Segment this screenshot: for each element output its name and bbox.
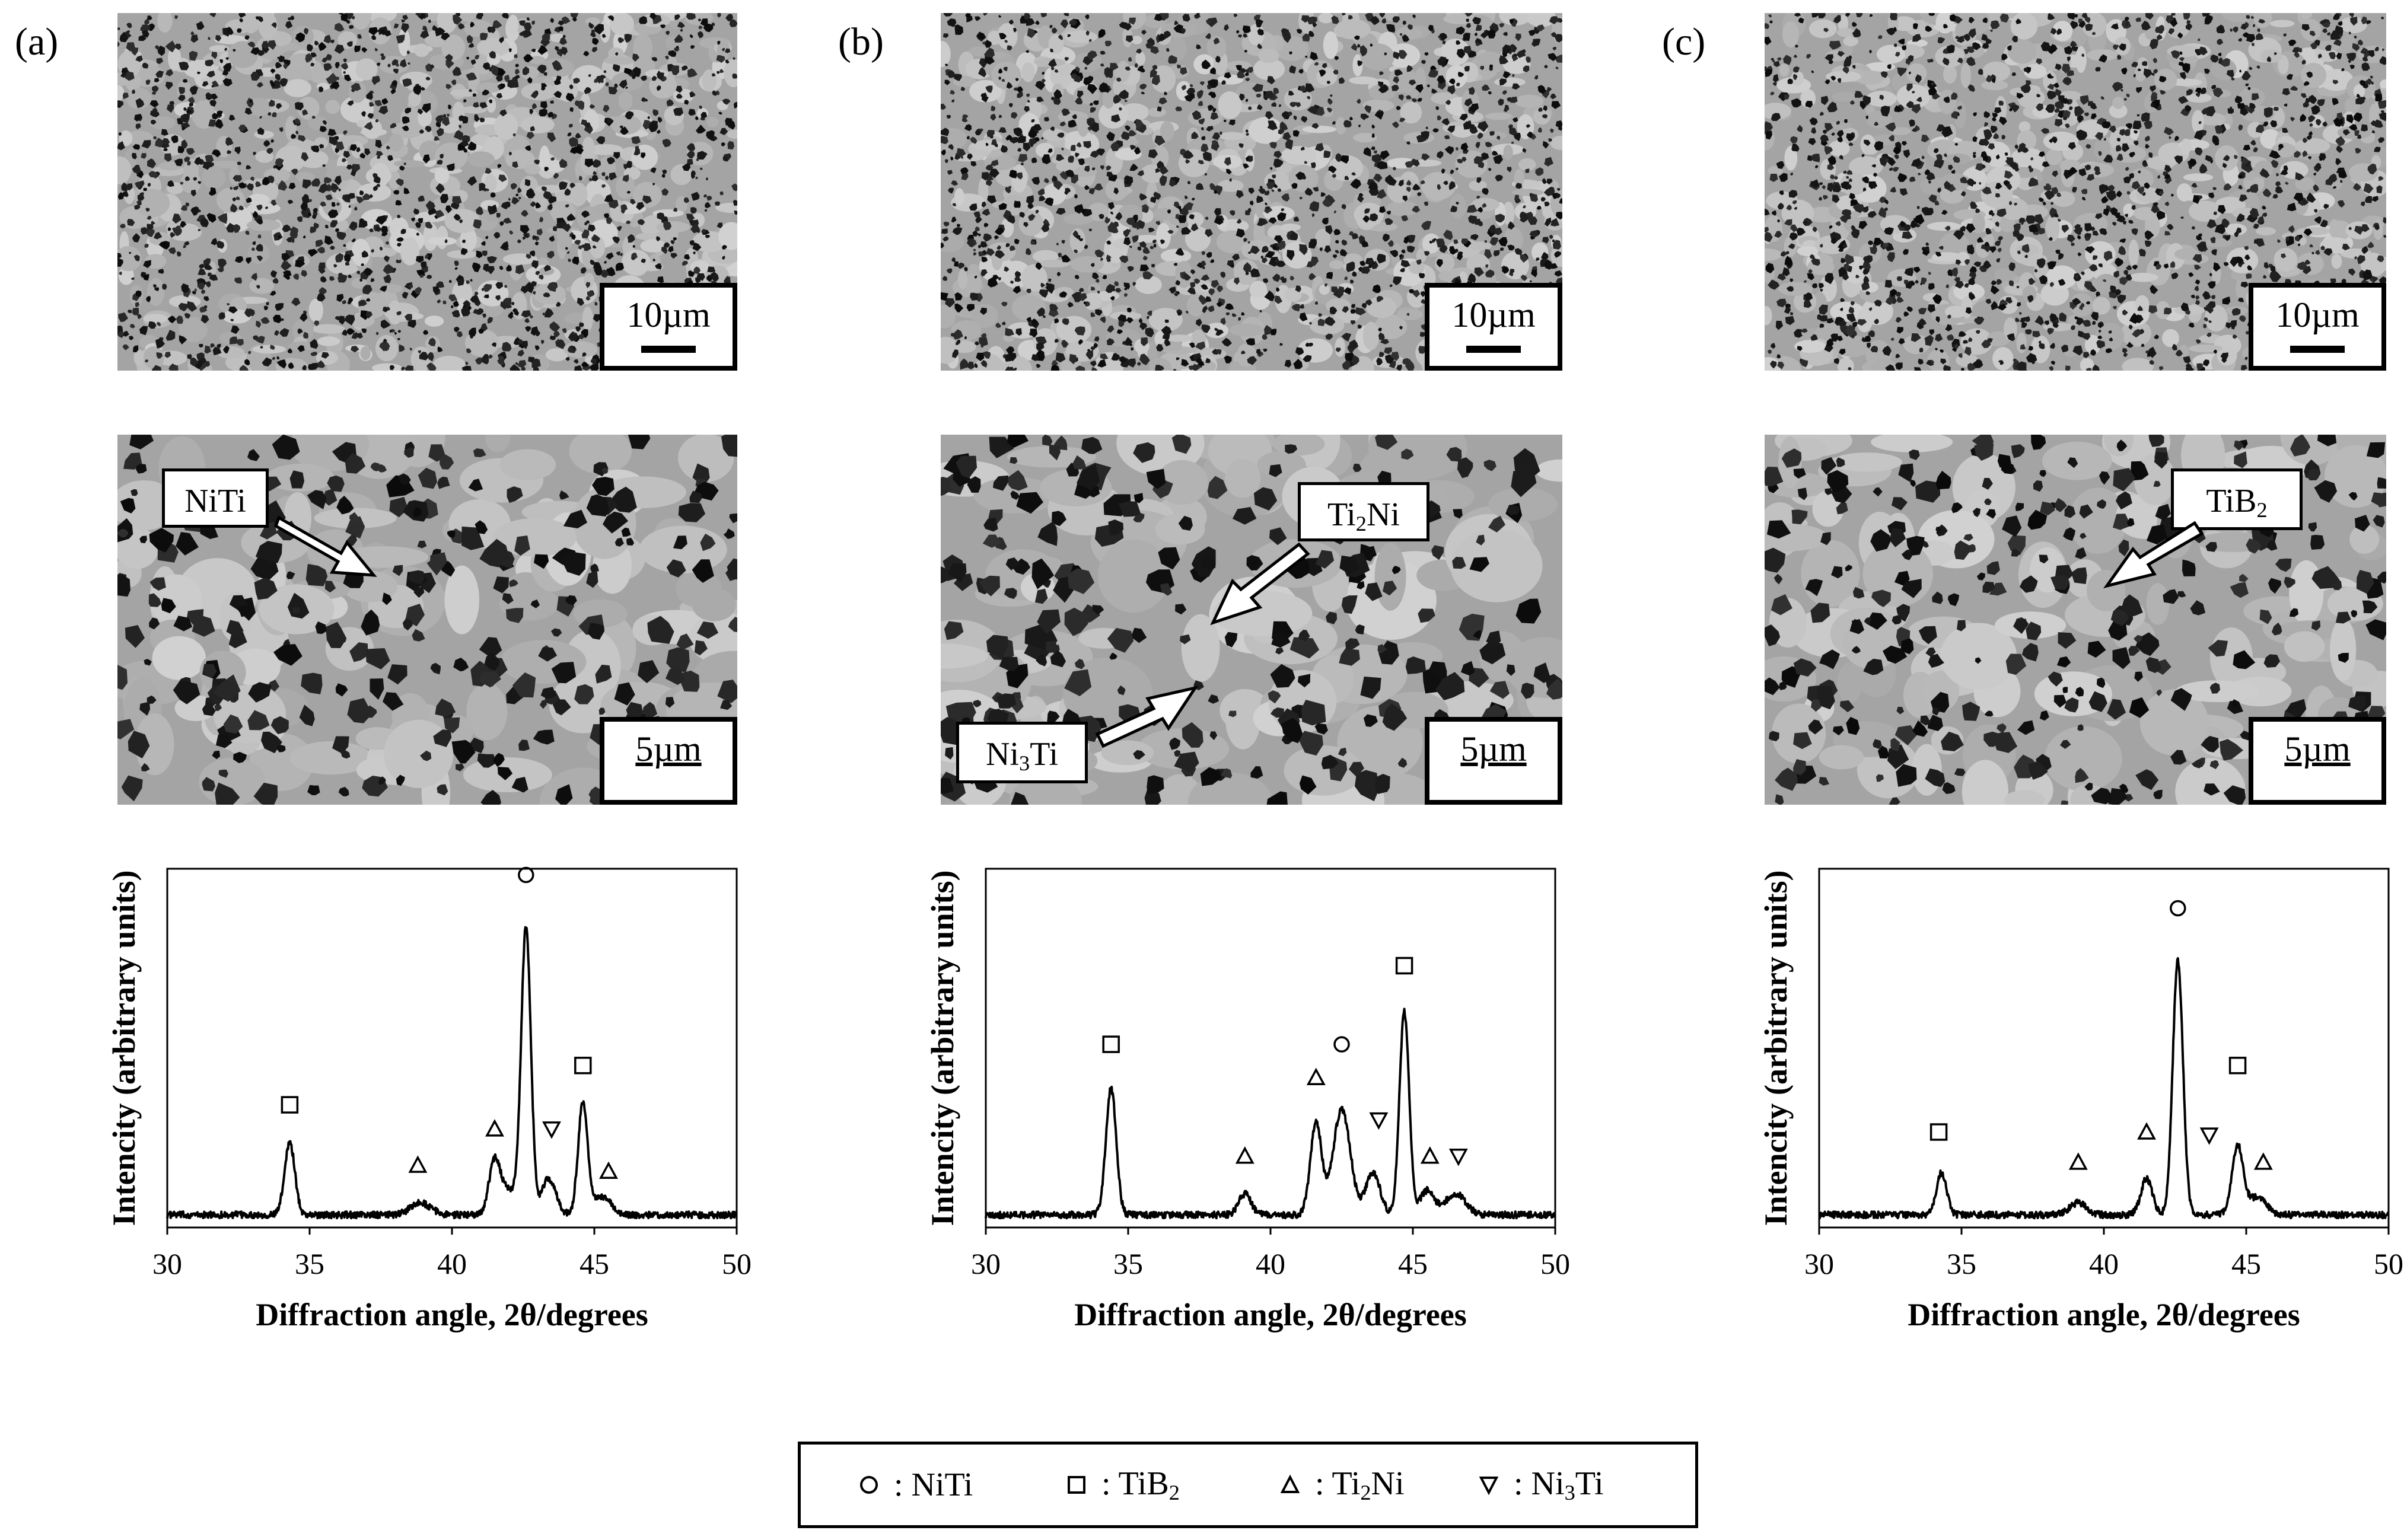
scale-bar-c-top: 10µm <box>2249 283 2386 371</box>
xrd-chart-c: 30 35 40 45 50 Diffraction angle, 2θ/degrees I… <box>1758 868 2403 1332</box>
ti2ni-marker <box>599 1161 618 1179</box>
x-tick-label: 50 <box>2374 1247 2403 1280</box>
ti2ni-marker <box>1306 1067 1326 1085</box>
x-tick-label: 30 <box>152 1247 182 1280</box>
y-axis-label: Intencity (arbitrary units) <box>1758 871 1794 1226</box>
panel-label-a: (a) <box>15 20 59 63</box>
tib2-marker <box>1102 1035 1120 1053</box>
xrd-spectrum-line <box>166 926 737 1220</box>
scale-bar-c-mid: 5µm <box>2249 717 2386 805</box>
callout-niti: NiTi <box>162 468 269 528</box>
tib2-marker <box>281 1096 299 1114</box>
tib2-marker <box>574 1057 592 1075</box>
ti2ni-marker <box>2253 1152 2273 1170</box>
scale-bar-label: 10µm <box>2275 295 2360 334</box>
scale-bar-b-top: 10µm <box>1425 283 1562 371</box>
circle-icon <box>860 1476 878 1494</box>
micrograph-a-low-mag: 10µm <box>117 13 737 371</box>
scale-bar-label: 5µm <box>1460 729 1527 769</box>
scale-bar-line <box>1466 346 1521 353</box>
panel-label-b: (b) <box>838 20 884 63</box>
x-tick-label: 40 <box>437 1247 467 1280</box>
x-tick-label: 45 <box>2231 1247 2261 1280</box>
callout-label: NiTi <box>184 483 246 519</box>
ni3ti-marker <box>2199 1127 2219 1145</box>
x-tick-label: 50 <box>1540 1247 1570 1280</box>
niti-marker <box>1333 1036 1350 1053</box>
callout-ti2ni: Ti2Ni <box>1298 482 1429 541</box>
ti2ni-marker <box>2137 1122 2156 1140</box>
ti2ni-marker <box>1235 1146 1254 1164</box>
xrd-chart-b: 30 35 40 45 50 Diffraction angle, 2θ/degrees I… <box>925 868 1570 1332</box>
xrd-spectrum-line <box>985 1007 1556 1220</box>
callout-ni3ti: Ni3Ti <box>956 722 1088 783</box>
x-tick-label: 50 <box>722 1247 752 1280</box>
scale-bar-line <box>641 346 696 353</box>
x-tick-label: 30 <box>971 1247 1001 1280</box>
arrow-ti2ni-icon <box>1210 542 1310 626</box>
x-tick-label: 45 <box>1398 1247 1428 1280</box>
x-tick-label: 45 <box>579 1247 609 1280</box>
legend-label-ti2ni: : Ti2Ni <box>1315 1465 1405 1505</box>
arrow-tib2-icon <box>2103 521 2204 589</box>
scale-bar-label: 5µm <box>635 729 702 769</box>
ni3ti-marker <box>542 1121 561 1139</box>
x-axis-label: Diffraction angle, 2θ/degrees <box>1908 1297 2300 1332</box>
legend: : NiTi : TiB2 : Ti2Ni : Ni3Ti <box>798 1442 1698 1528</box>
micrograph-b-high-mag: 5µm <box>941 435 1562 805</box>
triangle-down-icon <box>1479 1477 1499 1496</box>
panel-label-c: (c) <box>1662 20 1706 63</box>
x-axis-label: Diffraction angle, 2θ/degrees <box>256 1297 648 1332</box>
legend-item-niti: : NiTi <box>857 1445 973 1525</box>
ni3ti-marker <box>1369 1112 1389 1130</box>
xrd-chart-a: 30 35 40 45 50 Diffraction angle, 2θ/degrees I… <box>106 866 752 1332</box>
plot-frame <box>985 868 1556 1229</box>
y-axis-label: Intencity (arbitrary units) <box>925 871 960 1226</box>
x-tick-label: 35 <box>1947 1247 1976 1280</box>
x-tick-label: 40 <box>2089 1247 2119 1280</box>
x-tick-label: 40 <box>1256 1247 1285 1280</box>
plot-frame <box>1818 868 2390 1229</box>
legend-label-ni3ti: : Ni3Ti <box>1514 1465 1604 1505</box>
scale-bar-a-top: 10µm <box>600 283 737 371</box>
callout-tib2: TiB2 <box>2171 468 2303 530</box>
scale-bar-label: 5µm <box>2284 729 2351 769</box>
micrograph-b-low-mag: 10µm <box>941 13 1562 371</box>
x-tick-label: 35 <box>1113 1247 1143 1280</box>
legend-item-ni3ti: : Ni3Ti <box>1477 1445 1604 1525</box>
tib2-marker <box>1929 1123 1948 1141</box>
triangle-up-icon <box>1280 1474 1300 1493</box>
xrd-spectrum-line <box>1819 957 2389 1220</box>
x-axis-label: Diffraction angle, 2θ/degrees <box>1074 1297 1467 1332</box>
scale-bar-b-mid: 5µm <box>1425 717 1562 805</box>
legend-item-tib2: : TiB2 <box>1065 1445 1180 1525</box>
ti2ni-marker <box>485 1119 504 1137</box>
x-tick-label: 30 <box>1804 1247 1834 1280</box>
tib2-marker <box>1395 956 1413 975</box>
ti2ni-marker <box>2068 1152 2088 1170</box>
scale-bar-line <box>2290 346 2345 353</box>
square-icon <box>1068 1476 1085 1494</box>
legend-label-tib2: : TiB2 <box>1101 1465 1180 1505</box>
x-tick-label: 35 <box>295 1247 324 1280</box>
niti-marker <box>2170 900 2186 917</box>
scale-bar-label: 10µm <box>626 295 711 334</box>
ni3ti-marker <box>1448 1149 1468 1166</box>
scale-bar-label: 10µm <box>1451 295 1536 334</box>
legend-label-niti: : NiTi <box>894 1466 973 1503</box>
scale-bar-a-mid: 5µm <box>600 717 737 805</box>
plot-frame <box>166 868 738 1229</box>
ti2ni-marker <box>408 1155 428 1173</box>
arrow-ni3ti-icon <box>1095 685 1199 748</box>
y-axis-label: Intencity (arbitrary units) <box>106 871 142 1226</box>
ti2ni-marker <box>1420 1146 1440 1164</box>
legend-item-ti2ni: : Ti2Ni <box>1278 1445 1405 1525</box>
tib2-marker <box>2228 1057 2247 1075</box>
arrow-niti-icon <box>273 515 377 577</box>
niti-marker <box>518 866 534 884</box>
micrograph-c-low-mag: 10µm <box>1765 13 2386 371</box>
